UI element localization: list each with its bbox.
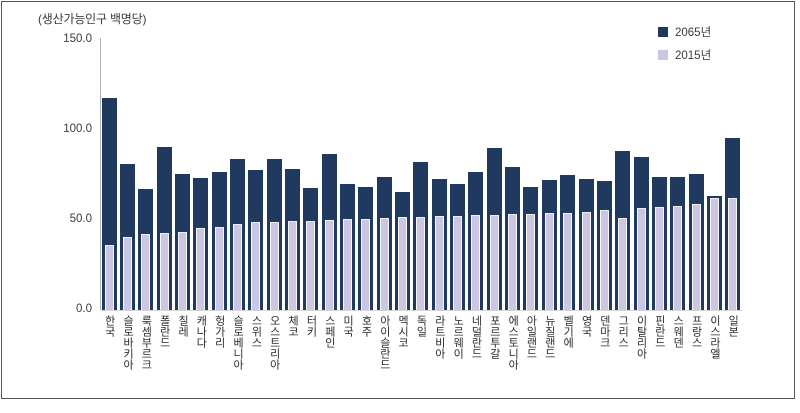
bar-2015-22 bbox=[508, 214, 518, 310]
x-category-label-18: 라트비아 bbox=[433, 315, 446, 359]
legend-swatch-2065 bbox=[658, 27, 668, 37]
bar-2015-3 bbox=[159, 233, 169, 310]
bar-2015-33 bbox=[709, 197, 719, 310]
x-category-label-3: 폴란드 bbox=[158, 315, 171, 348]
x-category-label-28: 그리스 bbox=[616, 315, 629, 348]
bar-2015-31 bbox=[673, 205, 683, 310]
x-axis-baseline bbox=[100, 310, 742, 311]
bar-2015-0 bbox=[104, 244, 114, 310]
y-tick-label: 150.0 bbox=[63, 33, 92, 45]
x-category-label-20: 네덜란드 bbox=[469, 315, 482, 359]
y-tick-label: 100.0 bbox=[63, 123, 92, 135]
x-category-label-17: 독일 bbox=[414, 315, 427, 337]
x-category-label-32: 프랑스 bbox=[690, 315, 703, 348]
bar-2015-34 bbox=[728, 198, 738, 310]
x-category-label-31: 스웨덴 bbox=[671, 315, 684, 348]
legend-swatch-2015 bbox=[658, 50, 668, 60]
legend: 2065년 2015년 bbox=[658, 23, 711, 69]
y-tick-label: 0.0 bbox=[76, 303, 92, 315]
bar-2015-10 bbox=[288, 221, 298, 310]
bar-2015-11 bbox=[306, 220, 316, 310]
x-category-label-7: 슬로베니아 bbox=[231, 315, 244, 370]
bar-2015-24 bbox=[544, 212, 554, 310]
x-category-label-2: 룩셈부르크 bbox=[139, 315, 152, 370]
bar-2015-16 bbox=[398, 217, 408, 310]
axis-unit-label: (생산가능인구 백명당) bbox=[38, 12, 147, 26]
x-category-label-4: 칠레 bbox=[176, 315, 189, 337]
bar-2015-28 bbox=[618, 217, 628, 310]
bar-2015-17 bbox=[416, 216, 426, 310]
x-category-label-29: 이탈리아 bbox=[635, 315, 648, 359]
x-category-label-10: 체코 bbox=[286, 315, 299, 337]
bar-2015-21 bbox=[489, 214, 499, 310]
bar-2015-32 bbox=[691, 204, 701, 310]
legend-item-2065: 2065년 bbox=[658, 23, 711, 41]
x-category-label-8: 스위스 bbox=[249, 315, 262, 348]
bar-2015-6 bbox=[214, 227, 224, 310]
legend-label-2015: 2015년 bbox=[675, 50, 712, 62]
y-tick-label: 50.0 bbox=[69, 213, 92, 225]
x-category-label-14: 호주 bbox=[359, 315, 372, 337]
y-axis-line bbox=[100, 38, 101, 310]
bar-2015-1 bbox=[123, 237, 132, 310]
x-category-label-6: 헝가리 bbox=[213, 315, 226, 348]
bar-2015-27 bbox=[599, 210, 609, 310]
bar-2015-12 bbox=[324, 219, 334, 310]
bar-2015-30 bbox=[654, 207, 664, 310]
x-category-label-16: 멕시코 bbox=[396, 315, 409, 348]
x-category-label-30: 핀란드 bbox=[653, 315, 666, 348]
x-category-label-9: 오스트리아 bbox=[268, 315, 281, 370]
x-category-label-26: 영국 bbox=[580, 315, 592, 337]
x-category-label-34: 일본 bbox=[726, 315, 739, 337]
x-category-label-23: 아일랜드 bbox=[524, 315, 537, 359]
x-category-label-33: 이스라엘 bbox=[708, 315, 721, 359]
x-category-label-24: 뉴질랜드 bbox=[543, 315, 556, 359]
x-category-label-0: 한국 bbox=[103, 315, 116, 337]
bar-2015-7 bbox=[233, 223, 243, 310]
x-category-label-5: 캐나다 bbox=[194, 315, 207, 348]
x-category-label-13: 미국 bbox=[341, 315, 354, 337]
bar-2015-18 bbox=[434, 216, 444, 310]
bar-2015-23 bbox=[526, 213, 536, 310]
x-category-label-15: 아이슬란드 bbox=[378, 315, 391, 370]
bar-2015-19 bbox=[453, 215, 463, 310]
x-category-label-11: 터키 bbox=[304, 315, 317, 337]
bar-2015-25 bbox=[563, 212, 573, 310]
bar-2015-29 bbox=[636, 208, 646, 310]
x-category-label-27: 덴마크 bbox=[598, 315, 611, 348]
bar-2015-15 bbox=[379, 218, 389, 310]
legend-item-2015: 2015년 bbox=[658, 46, 711, 64]
bar-2015-26 bbox=[581, 212, 591, 310]
bar-2015-4 bbox=[178, 231, 188, 310]
x-category-label-19: 노르웨이 bbox=[451, 315, 464, 359]
bar-2015-13 bbox=[343, 219, 353, 310]
x-category-label-21: 포르투갈 bbox=[488, 315, 501, 359]
bar-2015-20 bbox=[471, 215, 481, 310]
x-category-label-25: 벨기에 bbox=[561, 315, 574, 348]
legend-label-2065: 2065년 bbox=[675, 27, 712, 39]
x-category-label-22: 에스토니아 bbox=[506, 315, 519, 370]
x-category-label-1: 슬로바키아 bbox=[121, 315, 134, 370]
bar-2015-9 bbox=[269, 221, 279, 310]
bar-2015-8 bbox=[251, 222, 261, 310]
bar-2015-2 bbox=[141, 234, 151, 310]
bar-2015-14 bbox=[361, 218, 371, 310]
bar-2015-5 bbox=[196, 227, 206, 310]
x-category-label-12: 스페인 bbox=[323, 315, 336, 348]
